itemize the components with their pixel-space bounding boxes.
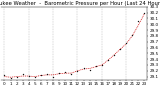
Point	[40, 74, 42, 76]
Point	[113, 54, 115, 55]
Point	[70, 74, 73, 75]
Point	[21, 74, 24, 75]
Point	[28, 75, 30, 77]
Point	[76, 70, 79, 72]
Point	[15, 76, 18, 77]
Point	[34, 76, 36, 78]
Point	[143, 12, 146, 13]
Point	[107, 60, 109, 61]
Point	[46, 73, 48, 74]
Point	[119, 48, 121, 49]
Point	[9, 77, 12, 78]
Point	[58, 72, 60, 73]
Point	[125, 42, 127, 44]
Point	[137, 21, 140, 22]
Point	[131, 34, 133, 35]
Point	[3, 75, 6, 76]
Title: Milwaukee Weather  -  Barometric Pressure per Hour (Last 24 Hours): Milwaukee Weather - Barometric Pressure …	[0, 1, 160, 6]
Point	[88, 69, 91, 70]
Point	[82, 67, 85, 69]
Point	[100, 64, 103, 66]
Point	[52, 76, 54, 77]
Point	[64, 71, 67, 73]
Point	[94, 65, 97, 67]
